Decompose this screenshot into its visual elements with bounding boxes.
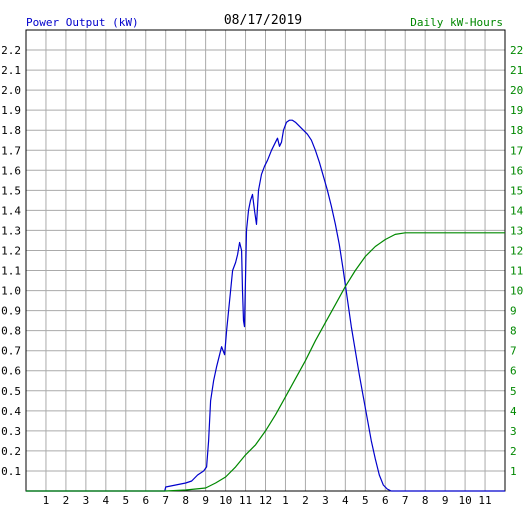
- y-left-tick-label: 1.6: [1, 164, 21, 177]
- plot-frame: [25, 29, 506, 492]
- x-tick-label: 12: [259, 494, 272, 507]
- y-left-tick-label: 0.2: [1, 445, 21, 458]
- x-tick-label: 5: [362, 494, 369, 507]
- y-right-tick-label: 5: [510, 385, 517, 398]
- y-left-tick-label: 0.1: [1, 465, 21, 478]
- y-right-tick-label: 20: [510, 84, 523, 97]
- x-tick-label: 5: [122, 494, 129, 507]
- grid: [25, 29, 506, 492]
- y-left-tick-label: 0.9: [1, 305, 21, 318]
- y-right-tick-label: 15: [510, 184, 523, 197]
- y-left-tick-label: 1.1: [1, 265, 21, 278]
- power-output-series-line: [26, 119, 505, 492]
- x-tick-label: 8: [422, 494, 429, 507]
- y-right-tick-label: 9: [510, 305, 517, 318]
- y-left-tick-label: 1.2: [1, 244, 21, 257]
- x-tick-label: 3: [322, 494, 329, 507]
- y-left-tick-label: 0.5: [1, 385, 21, 398]
- right-axis-title: Daily kW-Hours: [410, 16, 503, 29]
- x-tick-label: 8: [182, 494, 189, 507]
- y-left-tick-label: 1.8: [1, 124, 21, 137]
- chart-title: 08/17/2019: [224, 13, 302, 28]
- x-tick-label: 4: [342, 494, 349, 507]
- x-tick-label: 6: [382, 494, 389, 507]
- y-right-tick-label: 13: [510, 224, 523, 237]
- y-left-tick-label: 0.4: [1, 405, 21, 418]
- x-tick-label: 10: [219, 494, 232, 507]
- y-right-tick-label: 2: [510, 445, 517, 458]
- y-left-tick-label: 0.8: [1, 325, 21, 338]
- y-right-tick-label: 17: [510, 144, 523, 157]
- y-right-tick-label: 12: [510, 244, 523, 257]
- x-tick-label: 9: [442, 494, 449, 507]
- y-right-tick-label: 22: [510, 44, 523, 57]
- y-right-tick-label: 18: [510, 124, 523, 137]
- x-tick-label: 2: [302, 494, 309, 507]
- y-right-tick-label: 8: [510, 325, 517, 338]
- y-left-tick-label: 2.1: [1, 64, 21, 77]
- y-left-tick-label: 2.0: [1, 84, 21, 97]
- y-left-tick-label: 0.3: [1, 425, 21, 438]
- x-tick-label: 1: [43, 494, 50, 507]
- daily-kwh-series-line: [26, 232, 505, 492]
- y-left-tick-label: 1.5: [1, 184, 21, 197]
- y-right-tick-label: 21: [510, 64, 523, 77]
- tick-labels: 0.1 0.2 0.3 0.4 0.5 0.6 0.7 0.8 0.9 1.0 1.1 1.2 1.3 1…: [1, 44, 523, 507]
- y-right-tick-label: 7: [510, 345, 517, 358]
- y-left-tick-label: 2.2: [1, 44, 21, 57]
- y-right-tick-label: 4: [510, 405, 517, 418]
- y-left-tick-label: 0.7: [1, 345, 21, 358]
- y-right-tick-label: 10: [510, 285, 523, 298]
- x-tick-label: 3: [83, 494, 90, 507]
- y-right-tick-label: 16: [510, 164, 523, 177]
- x-tick-label: 2: [63, 494, 70, 507]
- y-right-tick-label: 3: [510, 425, 517, 438]
- x-tick-label: 11: [478, 494, 491, 507]
- y-left-tick-label: 1.9: [1, 104, 21, 117]
- y-right-tick-label: 6: [510, 365, 517, 378]
- x-tick-label: 4: [103, 494, 110, 507]
- x-tick-label: 6: [142, 494, 149, 507]
- y-left-tick-label: 1.7: [1, 144, 21, 157]
- y-left-tick-label: 1.4: [1, 204, 21, 217]
- y-left-tick-label: 1.3: [1, 224, 21, 237]
- y-right-tick-label: 19: [510, 104, 523, 117]
- y-left-tick-label: 1.0: [1, 285, 21, 298]
- x-tick-label: 1: [282, 494, 289, 507]
- x-tick-label: 10: [458, 494, 471, 507]
- x-tick-label: 7: [162, 494, 169, 507]
- left-axis-title: Power Output (kW): [26, 16, 139, 29]
- x-tick-label: 9: [202, 494, 209, 507]
- series-layer: [26, 119, 505, 492]
- y-right-tick-label: 14: [510, 204, 524, 217]
- y-left-tick-label: 0.6: [1, 365, 21, 378]
- x-tick-label: 7: [402, 494, 409, 507]
- y-right-tick-label: 1: [510, 465, 517, 478]
- y-right-tick-label: 11: [510, 265, 523, 278]
- x-tick-label: 11: [239, 494, 252, 507]
